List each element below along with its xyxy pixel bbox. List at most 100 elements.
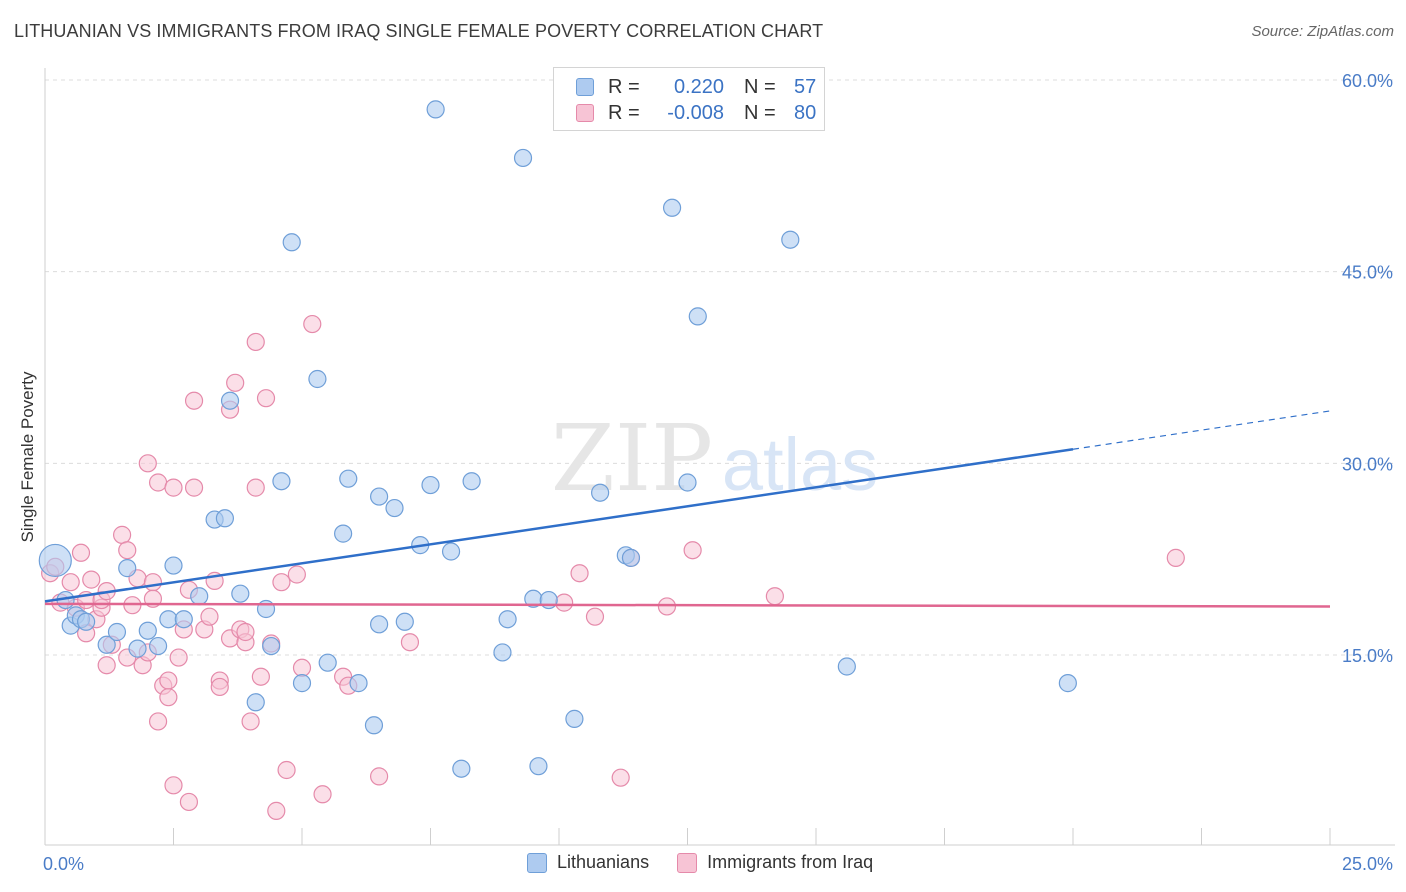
legend-n-value: 80 (794, 101, 817, 124)
data-point-iraq (585, 607, 605, 626)
data-point-lithuanians (256, 599, 276, 619)
data-point-iraq (112, 525, 132, 544)
data-point-lithuanians (498, 610, 517, 629)
data-point-lithuanians (262, 636, 281, 656)
y-axis-title: Single Female Poverty (18, 371, 37, 543)
data-point-lithuanians (370, 487, 389, 506)
data-point-iraq (236, 622, 255, 642)
data-point-lithuanians (370, 615, 389, 634)
series-lithuanians (38, 100, 1077, 778)
data-point-lithuanians (334, 524, 353, 543)
data-point-lithuanians (395, 612, 414, 631)
bottom-legend-item-iraq: Immigrants from Iraq (677, 852, 873, 873)
data-point-lithuanians (339, 469, 358, 488)
data-point-iraq (683, 541, 702, 560)
data-point-iraq (287, 565, 306, 584)
data-point-iraq (82, 570, 101, 589)
data-point-iraq (272, 573, 291, 592)
data-point-lithuanians (513, 148, 533, 168)
data-point-iraq (555, 593, 574, 612)
data-point-lithuanians (462, 472, 481, 491)
bottom-legend-swatch-lithuanians (527, 852, 547, 873)
legend-n-label: N = (744, 75, 776, 98)
data-point-lithuanians (77, 612, 96, 631)
data-point-lithuanians (190, 587, 209, 606)
data-point-iraq (71, 543, 91, 562)
data-point-lithuanians (781, 230, 800, 249)
data-point-iraq (267, 801, 286, 820)
legend-row-lithuanians: R = 0.220 N = 57 (576, 74, 816, 100)
data-point-lithuanians (159, 610, 178, 629)
data-point-iraq (164, 478, 183, 497)
data-point-lithuanians (220, 391, 240, 410)
data-point-iraq (184, 391, 204, 410)
data-point-lithuanians (174, 610, 193, 629)
data-point-lithuanians (364, 716, 384, 735)
chart-title: LITHUANIAN VS IMMIGRANTS FROM IRAQ SINGL… (14, 21, 824, 41)
data-point-lithuanians (282, 233, 301, 252)
bottom-legend-label-iraq: Immigrants from Iraq (707, 852, 874, 872)
legend: R = 0.220 N = 57 R = -0.008 N = 80 (553, 67, 825, 131)
data-point-iraq (148, 473, 168, 492)
trendlines (44, 410, 1331, 608)
data-point-lithuanians (441, 542, 461, 561)
data-point-lithuanians (591, 483, 610, 502)
data-point-iraq (184, 478, 204, 497)
data-point-iraq (148, 712, 168, 731)
x-tick-label: 25.0% (1342, 854, 1393, 874)
watermark: ZIP atlas (551, 405, 878, 512)
trendline-lithuanians (44, 448, 1074, 603)
data-point-lithuanians (128, 639, 147, 658)
legend-r-label: R = (608, 101, 640, 124)
y-tick-label: 60.0% (1342, 71, 1393, 91)
data-point-lithuanians (349, 674, 368, 693)
data-point-iraq (657, 597, 677, 616)
data-point-lithuanians (118, 559, 137, 578)
legend-swatch-lithuanians (576, 78, 594, 96)
data-point-iraq (1166, 548, 1185, 567)
y-tick-label: 15.0% (1342, 646, 1393, 666)
data-point-iraq (246, 478, 265, 497)
data-point-lithuanians (38, 543, 72, 578)
gridlines (45, 79, 1395, 656)
data-point-iraq (303, 314, 322, 334)
legend-n-value: 57 (794, 75, 817, 98)
data-point-iraq (570, 564, 589, 583)
trendline-iraq (44, 602, 1331, 608)
data-point-iraq (159, 671, 178, 690)
data-point-iraq (159, 688, 178, 707)
data-point-lithuanians (426, 100, 445, 119)
data-point-iraq (210, 677, 229, 697)
bottom-legend-swatch-iraq (677, 852, 698, 873)
data-point-lithuanians (231, 584, 250, 603)
data-point-lithuanians (493, 643, 512, 662)
data-point-iraq (97, 656, 116, 675)
data-point-iraq (251, 667, 270, 686)
data-point-lithuanians (688, 307, 707, 326)
data-point-lithuanians (621, 548, 641, 567)
y-tick-label: 30.0% (1342, 454, 1393, 474)
data-point-lithuanians (292, 674, 312, 693)
data-point-lithuanians (308, 369, 327, 389)
data-point-lithuanians (385, 498, 404, 518)
data-point-iraq (200, 607, 219, 626)
data-point-lithuanians (164, 556, 183, 575)
axes (44, 68, 1395, 846)
watermark-zip: ZIP (551, 405, 713, 512)
x-tick-label: 0.0% (43, 854, 84, 874)
data-point-lithuanians (662, 198, 682, 217)
data-point-iraq (241, 712, 260, 731)
source-note: Source: ZipAtlas.com (1251, 23, 1394, 40)
data-point-iraq (246, 332, 265, 352)
trendline-lithuanians-extension (1072, 410, 1331, 450)
data-point-lithuanians (138, 621, 157, 640)
data-point-lithuanians (565, 709, 584, 728)
data-point-lithuanians (107, 622, 127, 642)
data-point-iraq (61, 573, 80, 592)
data-point-iraq (313, 785, 332, 804)
data-point-iraq (256, 389, 276, 408)
y-tick-label: 45.0% (1342, 263, 1393, 283)
legend-r-value: -0.008 (667, 101, 724, 124)
legend-r-label: R = (608, 75, 640, 98)
